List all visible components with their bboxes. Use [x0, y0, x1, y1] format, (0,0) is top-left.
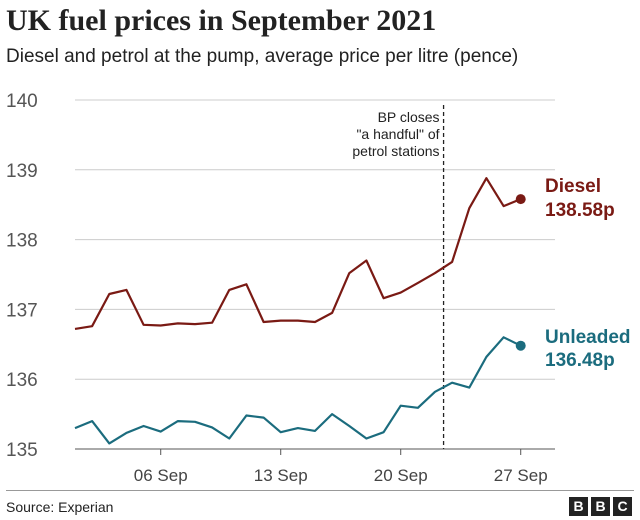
line-chart: 135 136 137 138 139 140 06 Sep 13 Sep 20 Sep 27 S…	[6, 91, 631, 485]
annotation-text: petrol stations	[352, 143, 439, 159]
y-tick-label: 138	[6, 231, 38, 252]
y-tick-label: 137	[6, 300, 38, 321]
logo-letter: C	[613, 497, 632, 516]
y-tick-label: 136	[6, 370, 38, 391]
chart-title: UK fuel prices in September 2021	[6, 4, 437, 37]
source-note: Source: Experian	[6, 499, 114, 515]
series-line-unleaded	[74, 336, 522, 445]
y-tick-label: 140	[6, 91, 38, 112]
logo-letter: B	[569, 497, 588, 516]
footer-divider	[6, 490, 634, 491]
series-value-label: 136.48p	[545, 350, 615, 371]
x-tick-label: 13 Sep	[254, 466, 308, 485]
y-tick-label: 139	[6, 161, 38, 182]
x-tick-label: 27 Sep	[494, 466, 548, 485]
series-end-marker	[515, 340, 526, 351]
x-tick-label: 06 Sep	[134, 466, 188, 485]
series-label: Unleaded	[545, 327, 631, 348]
series-label: Diesel	[545, 176, 601, 197]
y-tick-label: 135	[6, 440, 38, 461]
logo-letter: B	[591, 497, 610, 516]
bbc-logo: B B C	[569, 497, 632, 516]
series-line-diesel	[74, 177, 522, 330]
x-tick-label: 20 Sep	[374, 466, 428, 485]
annotation-text: BP closes	[378, 109, 440, 125]
series-value-label: 138.58p	[545, 200, 615, 221]
chart-subtitle: Diesel and petrol at the pump, average p…	[6, 46, 519, 67]
annotation-text: "a handful" of	[356, 126, 439, 142]
series-end-marker	[515, 194, 526, 205]
